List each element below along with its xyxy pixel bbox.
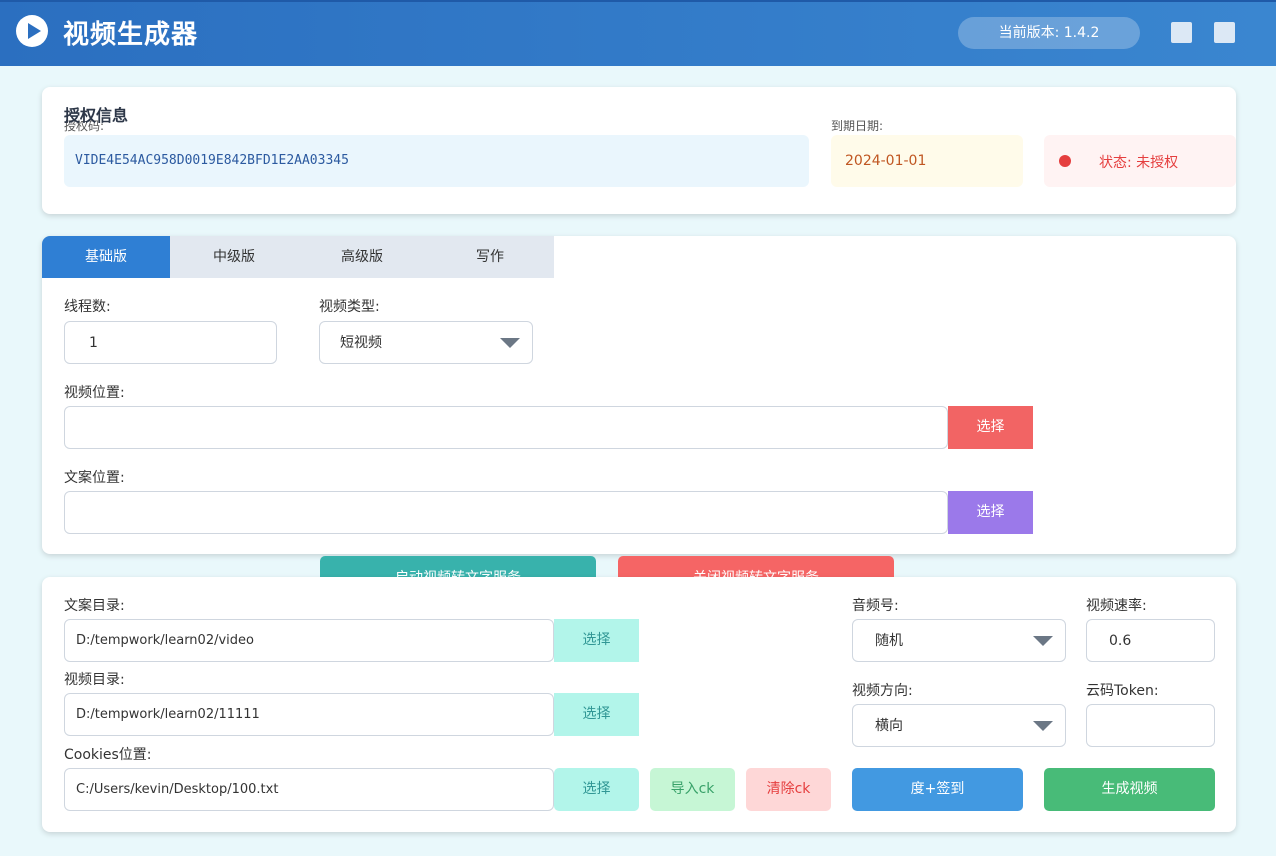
video-location-label: 视频位置: <box>64 385 125 401</box>
chevron-down-icon <box>1033 721 1053 731</box>
audio-value: 随机 <box>875 633 903 649</box>
import-ck-button[interactable]: 导入ck <box>650 768 735 811</box>
auth-title: 授权信息 <box>64 106 129 125</box>
direction-label: 视频方向: <box>852 683 913 699</box>
copy-dir-select-button[interactable]: 选择 <box>554 619 639 662</box>
tab-intermediate[interactable]: 中级版 <box>170 236 298 278</box>
generate-video-button[interactable]: 生成视频 <box>1044 768 1215 811</box>
video-dir-input[interactable]: D:/tempwork/learn02/11111 <box>64 693 554 736</box>
rate-input[interactable]: 0.6 <box>1086 619 1215 662</box>
expiry-label: 到期日期: <box>831 119 884 133</box>
status-dot-icon <box>1059 155 1071 167</box>
tab-advanced[interactable]: 高级版 <box>298 236 426 278</box>
auth-code-label: 授权码: <box>64 119 105 133</box>
audio-label: 音频号: <box>852 598 899 614</box>
audio-select[interactable]: 随机 <box>852 619 1066 662</box>
copy-dir-label: 文案目录: <box>64 598 125 614</box>
maximize-button[interactable] <box>1214 22 1235 43</box>
sign-in-button[interactable]: 度+签到 <box>852 768 1023 811</box>
direction-value: 横向 <box>875 718 903 734</box>
clear-ck-button[interactable]: 清除ck <box>746 768 831 811</box>
cookies-select-button[interactable]: 选择 <box>554 768 639 811</box>
video-location-input[interactable] <box>64 406 948 449</box>
video-location-select-button[interactable]: 选择 <box>948 406 1033 449</box>
video-type-value: 短视频 <box>340 335 382 351</box>
video-dir-select-button[interactable]: 选择 <box>554 693 639 736</box>
app-title: 视频生成器 <box>63 20 199 50</box>
minimize-button[interactable] <box>1171 22 1192 43</box>
status-text: 状态: 未授权 <box>1099 155 1179 171</box>
cookies-input[interactable]: C:/Users/kevin/Desktop/100.txt <box>64 768 554 811</box>
copy-dir-input[interactable]: D:/tempwork/learn02/video <box>64 619 554 662</box>
threads-label: 线程数: <box>64 299 111 315</box>
copy-location-select-button[interactable]: 选择 <box>948 491 1033 534</box>
chevron-down-icon <box>1033 636 1053 646</box>
token-label: 云码Token: <box>1086 683 1159 699</box>
copy-location-input[interactable] <box>64 491 948 534</box>
cookies-label: Cookies位置: <box>64 747 152 763</box>
video-dir-label: 视频目录: <box>64 672 125 688</box>
expiry-field: 2024-01-01 <box>831 135 1023 187</box>
status-box <box>1044 135 1236 187</box>
rate-label: 视频速率: <box>1086 598 1147 614</box>
version-badge: 当前版本: 1.4.2 <box>958 17 1140 49</box>
copy-location-label: 文案位置: <box>64 470 125 486</box>
auth-code-field[interactable]: VIDE4E54AC958D0019E842BFD1E2AA03345 <box>64 135 809 187</box>
direction-select[interactable]: 横向 <box>852 704 1066 747</box>
tab-basic[interactable]: 基础版 <box>42 236 170 278</box>
chevron-down-icon <box>500 338 520 348</box>
video-type-label: 视频类型: <box>319 299 380 315</box>
tab-writing[interactable]: 写作 <box>426 236 554 278</box>
threads-input[interactable]: 1 <box>64 321 277 364</box>
title-bar <box>0 0 1276 66</box>
play-logo-icon <box>16 15 48 47</box>
video-type-select[interactable]: 短视频 <box>319 321 533 364</box>
token-input[interactable] <box>1086 704 1215 747</box>
